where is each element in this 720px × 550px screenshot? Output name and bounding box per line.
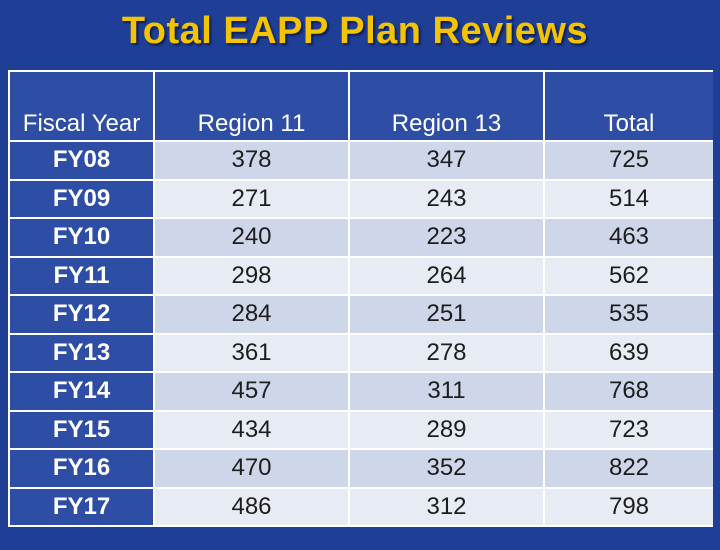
table-row: FY11 298 264 562 <box>8 255 713 296</box>
cell-region-11: 298 <box>153 255 350 296</box>
header-region-13: Region 13 <box>348 70 545 142</box>
table-row: FY16 470 352 822 <box>8 448 713 489</box>
cell-region-11: 434 <box>153 409 350 450</box>
cell-fiscal-year: FY13 <box>8 332 155 373</box>
cell-region-13: 278 <box>348 332 545 373</box>
cell-total: 798 <box>543 486 713 527</box>
cell-region-13: 352 <box>348 448 545 489</box>
cell-total: 514 <box>543 178 713 219</box>
cell-region-13: 311 <box>348 371 545 412</box>
cell-total: 535 <box>543 294 713 335</box>
cell-fiscal-year: FY11 <box>8 255 155 296</box>
table-row: FY15 434 289 723 <box>8 409 713 450</box>
table-body: FY08 378 347 725 FY09 271 243 514 FY10 240 223 463 F… <box>8 140 713 527</box>
reviews-table: Fiscal Year Region 11 Region 13 Total FY… <box>8 70 713 527</box>
cell-total: 822 <box>543 448 713 489</box>
table-row: FY10 240 223 463 <box>8 217 713 258</box>
table-row: FY14 457 311 768 <box>8 371 713 412</box>
cell-region-13: 347 <box>348 140 545 181</box>
cell-fiscal-year: FY10 <box>8 217 155 258</box>
cell-region-13: 312 <box>348 486 545 527</box>
cell-region-11: 470 <box>153 448 350 489</box>
cell-region-11: 361 <box>153 332 350 373</box>
table-row: FY17 486 312 798 <box>8 486 713 527</box>
cell-total: 639 <box>543 332 713 373</box>
cell-region-11: 378 <box>153 140 350 181</box>
cell-region-11: 457 <box>153 371 350 412</box>
table-header-row: Fiscal Year Region 11 Region 13 Total <box>8 70 713 142</box>
cell-fiscal-year: FY14 <box>8 371 155 412</box>
cell-region-13: 243 <box>348 178 545 219</box>
cell-region-13: 251 <box>348 294 545 335</box>
cell-fiscal-year: FY12 <box>8 294 155 335</box>
cell-fiscal-year: FY08 <box>8 140 155 181</box>
cell-region-13: 289 <box>348 409 545 450</box>
cell-region-13: 264 <box>348 255 545 296</box>
table-row: FY12 284 251 535 <box>8 294 713 335</box>
cell-region-11: 486 <box>153 486 350 527</box>
cell-region-11: 271 <box>153 178 350 219</box>
header-fiscal-year: Fiscal Year <box>8 70 155 142</box>
slide-title: Total EAPP Plan Reviews <box>121 10 589 52</box>
header-region-11: Region 11 <box>153 70 350 142</box>
header-total: Total <box>543 70 713 142</box>
cell-fiscal-year: FY16 <box>8 448 155 489</box>
cell-fiscal-year: FY15 <box>8 409 155 450</box>
cell-total: 562 <box>543 255 713 296</box>
table-row: FY08 378 347 725 <box>8 140 713 181</box>
table-row: FY13 361 278 639 <box>8 332 713 373</box>
reviews-table-container: Fiscal Year Region 11 Region 13 Total FY… <box>8 70 713 550</box>
cell-fiscal-year: FY17 <box>8 486 155 527</box>
table-row: FY09 271 243 514 <box>8 178 713 219</box>
cell-region-11: 240 <box>153 217 350 258</box>
cell-fiscal-year: FY09 <box>8 178 155 219</box>
cell-total: 723 <box>543 409 713 450</box>
cell-region-13: 223 <box>348 217 545 258</box>
cell-region-11: 284 <box>153 294 350 335</box>
cell-total: 768 <box>543 371 713 412</box>
cell-total: 725 <box>543 140 713 181</box>
cell-total: 463 <box>543 217 713 258</box>
